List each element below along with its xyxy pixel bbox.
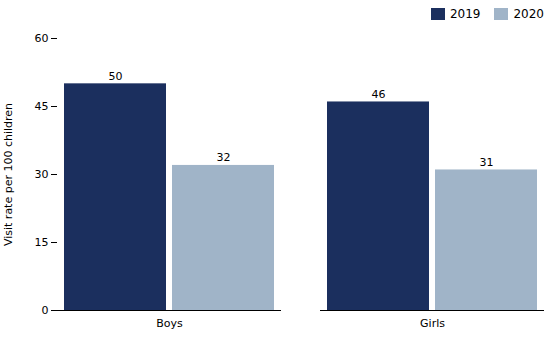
svg-text:46: 46 — [372, 88, 386, 101]
svg-text:31: 31 — [480, 156, 494, 169]
svg-text:45: 45 — [35, 100, 49, 113]
svg-text:30: 30 — [35, 168, 49, 181]
svg-text:Boys: Boys — [156, 317, 183, 330]
html-text:2019: 2019 — [449, 7, 481, 21]
svg-text:50: 50 — [109, 70, 123, 83]
svg-text:32: 32 — [217, 151, 231, 164]
svg-text:Visit rate per 100 children: Visit rate per 100 children — [2, 103, 15, 246]
svg-text:Girls: Girls — [420, 317, 445, 330]
svg-text:60: 60 — [35, 32, 49, 45]
svg-text:0: 0 — [42, 304, 49, 317]
html-text:2020: 2020 — [513, 7, 544, 21]
svg-text:15: 15 — [35, 236, 49, 249]
